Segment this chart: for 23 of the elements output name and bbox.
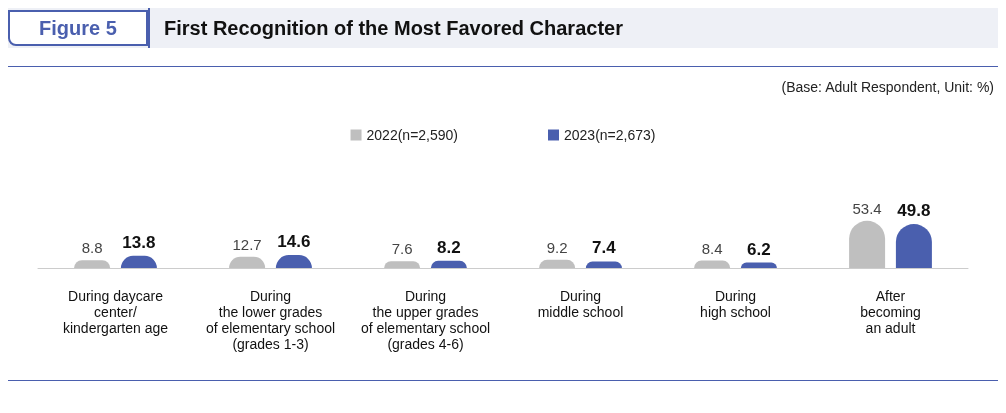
data-label: 53.4 xyxy=(852,199,882,217)
caption: Figure 5 xyxy=(8,10,148,46)
data-label: 12.7 xyxy=(232,235,262,253)
x-tick-label: During the upper grades of elementary school (grades 4-6) xyxy=(360,288,491,352)
data-label: 8.4 xyxy=(701,239,723,257)
data-label: 9.2 xyxy=(546,238,568,256)
data-label: 13.8 xyxy=(122,232,156,252)
data-label: 8.2 xyxy=(437,237,461,257)
x-tick-label: During the lower grades of elementary school (grades 1-3) xyxy=(205,288,336,352)
legend-label: 2022(n=2,590) xyxy=(366,127,458,143)
legend-label: 2023(n=2,673) xyxy=(564,127,656,143)
data-label: 14.6 xyxy=(277,232,311,252)
text: (Base: Adult Respondent, Unit: %) xyxy=(780,79,995,95)
data-label: 6.2 xyxy=(747,239,771,259)
x-tick-label: During daycare center/ kindergarten age xyxy=(62,288,169,336)
x-tick-label: During high school xyxy=(700,288,771,320)
data-label: 8.8 xyxy=(81,239,103,257)
chart-title: First Recognition of the Most Favored Character xyxy=(164,16,623,40)
data-label: 7.4 xyxy=(592,238,617,258)
x-tick-label: After becoming an adult xyxy=(860,288,921,336)
x-tick-label: During middle school xyxy=(537,288,624,320)
data-label: 49.8 xyxy=(897,201,931,221)
data-label: 7.6 xyxy=(391,240,413,258)
